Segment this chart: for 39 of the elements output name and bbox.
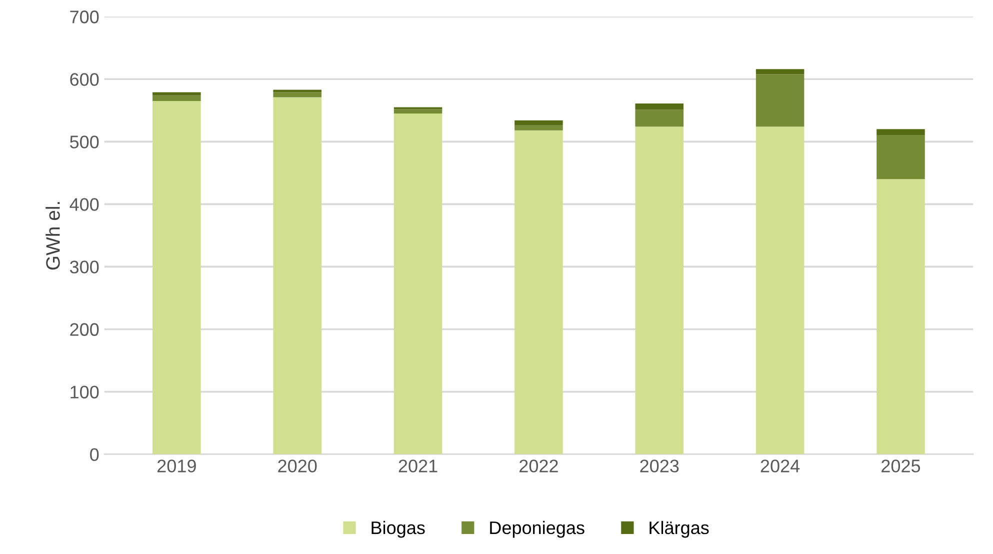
bar xyxy=(152,101,201,454)
bar xyxy=(273,92,322,98)
x-tick-label: 2020 xyxy=(278,460,317,472)
bar xyxy=(756,69,804,74)
y-tick-label: 400 xyxy=(70,198,99,211)
bar xyxy=(876,129,925,136)
bar xyxy=(756,126,804,454)
bar xyxy=(756,74,804,127)
y-tick-label: 700 xyxy=(70,10,99,24)
bar xyxy=(152,92,201,96)
y-tick-label: 600 xyxy=(70,73,99,86)
y-axis-title: GWh el. xyxy=(46,202,60,270)
bar xyxy=(514,125,563,130)
bar xyxy=(876,135,925,180)
x-tick-label: 2019 xyxy=(158,460,196,472)
bar xyxy=(635,126,684,454)
bar xyxy=(514,130,563,454)
bar xyxy=(394,109,442,114)
bar xyxy=(635,104,684,110)
x-tick-label: 2024 xyxy=(760,460,800,472)
legend-label: Klärgas xyxy=(650,520,709,538)
bar xyxy=(273,90,322,92)
x-tick-label: 2022 xyxy=(520,460,558,472)
y-tick-label: 300 xyxy=(70,260,99,274)
x-tick-label: 2023 xyxy=(640,460,679,472)
y-tick-label: 0 xyxy=(90,448,99,461)
legend-label: Deponiegas xyxy=(490,520,584,538)
bar xyxy=(876,179,925,454)
x-tick-label: 2025 xyxy=(882,460,920,472)
bar xyxy=(635,110,684,127)
bar xyxy=(394,114,442,454)
y-tick-label: 100 xyxy=(70,386,99,398)
bar xyxy=(514,120,563,126)
legend-label: Biogas xyxy=(372,520,425,538)
y-tick-label: 500 xyxy=(70,136,99,148)
bar xyxy=(273,97,322,454)
y-tick-label: 200 xyxy=(70,323,99,336)
bar xyxy=(152,95,201,102)
x-tick-label: 2021 xyxy=(398,460,438,472)
